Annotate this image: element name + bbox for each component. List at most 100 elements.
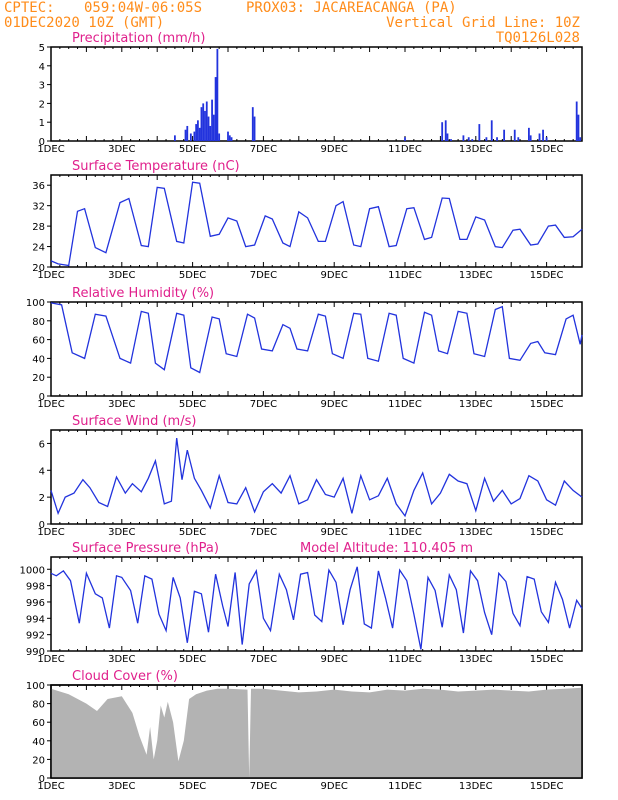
- precip-panel: 0 1 2 3 4 5 1DEC 3DEC 5DEC 7DEC 9DEC 11DEC 13DEC 15DE…: [37, 31, 583, 155]
- header-run-code: TQ0126L028: [495, 30, 580, 46]
- precip-title: Precipitation (mm/h): [72, 31, 205, 46]
- rh-ytick-label: 20: [32, 373, 45, 384]
- header-grid-note: Vertical Grid Line: 10Z: [386, 15, 580, 31]
- rh-frame: [50, 301, 583, 397]
- wind-xtick-label: 13DEC: [459, 527, 493, 538]
- wind-xtick-label: 15DEC: [530, 527, 564, 538]
- wind-ytick-label: 2: [39, 493, 45, 504]
- temp-xtick-label: 15DEC: [530, 270, 564, 281]
- precip-ytick-label: 3: [39, 81, 45, 92]
- precip-bar: [517, 137, 520, 141]
- precip-bar: [253, 116, 256, 141]
- temp-ytick-label: 28: [32, 222, 45, 233]
- precip-bar: [575, 101, 578, 141]
- precip-bar: [189, 133, 192, 141]
- precip-bar: [174, 135, 176, 141]
- precip-xtick-label: 3DEC: [108, 144, 135, 155]
- precip-bar: [211, 99, 213, 141]
- rh-series-line: [50, 302, 583, 374]
- rh-xtick-label: 13DEC: [459, 399, 493, 410]
- rh-xtick-label: 1DEC: [37, 399, 64, 410]
- temp-series-line: [50, 181, 583, 267]
- precip-bar: [404, 137, 406, 141]
- cloud-xtick-label: 13DEC: [459, 781, 493, 792]
- temp-xtick-label: 1DEC: [37, 270, 64, 281]
- pressure-ytick-label: 992: [26, 631, 45, 642]
- precip-ytick-label: 5: [39, 43, 45, 54]
- temp-xtick-label: 5DEC: [179, 270, 206, 281]
- precip-bar: [528, 127, 530, 141]
- pressure-xtick-label: 15DEC: [530, 654, 564, 665]
- pressure-xtick-label: 13DEC: [459, 654, 493, 665]
- precip-xtick-label: 9DEC: [321, 144, 348, 155]
- precip-frame: [50, 46, 583, 142]
- rh-xtick-label: 15DEC: [530, 399, 564, 410]
- pressure-ytick-label: 990: [26, 647, 45, 658]
- precip-bar: [478, 124, 481, 141]
- wind-xtick-label: 3DEC: [108, 527, 135, 538]
- temp-xtick-label: 9DEC: [321, 270, 348, 281]
- precip-bar: [538, 133, 541, 141]
- temp-frame: [50, 174, 583, 268]
- precip-bar: [513, 129, 516, 141]
- wind-title: Surface Wind (m/s): [72, 414, 196, 429]
- rh-xtick-label: 3DEC: [108, 399, 135, 410]
- wind-series-line: [50, 438, 583, 518]
- temp-title: Surface Temperature (nC): [72, 159, 240, 174]
- rh-xtick-label: 5DEC: [179, 399, 206, 410]
- pressure-ytick-label: 994: [26, 614, 45, 625]
- rh-ytick-label: 100: [26, 298, 45, 309]
- cloud-xtick-label: 15DEC: [530, 781, 564, 792]
- precip-xtick-label: 1DEC: [37, 144, 64, 155]
- temp-xtick-label: 7DEC: [250, 270, 277, 281]
- precip-bar: [467, 137, 470, 141]
- pressure-xtick-label: 1DEC: [37, 654, 64, 665]
- precip-bar: [490, 120, 493, 141]
- cloud-xtick-label: 7DEC: [250, 781, 277, 792]
- pressure-series-line: [50, 566, 583, 650]
- precip-bar: [444, 120, 447, 141]
- precip-bar: [202, 103, 205, 141]
- precip-bar: [195, 124, 198, 141]
- precip-bar: [198, 127, 201, 141]
- wind-xtick-label: 1DEC: [37, 527, 64, 538]
- wind-panel: 0 2 4 6 1DEC 3DEC 5DEC 7DEC 9DEC 11DEC 13DEC 15DEC S…: [37, 414, 583, 538]
- cloud-area: [51, 687, 582, 778]
- precip-bar: [230, 137, 233, 141]
- pressure-xtick-label: 5DEC: [179, 654, 206, 665]
- precip-bar: [450, 139, 452, 141]
- cloud-ytick-label: 40: [32, 737, 45, 748]
- precip-bar: [205, 101, 208, 141]
- precip-bar: [579, 137, 582, 141]
- pressure-ytick-label: 996: [26, 598, 45, 609]
- precip-xtick-label: 15DEC: [530, 144, 564, 155]
- pressure-xtick-label: 11DEC: [388, 654, 422, 665]
- precip-bar: [200, 107, 203, 141]
- cloud-ytick-label: 100: [26, 681, 45, 692]
- header-init-time: 01DEC2020 10Z (GMT): [4, 15, 165, 31]
- precip-bar: [197, 120, 199, 141]
- pressure-ytick-label: 998: [26, 582, 45, 593]
- precip-bar: [207, 116, 210, 141]
- rh-ytick-label: 80: [32, 317, 45, 328]
- rh-panel: 0 20 40 60 80 100 1DEC 3DEC 5DEC 7DEC 9DEC 11DEC 13D…: [26, 286, 583, 410]
- precip-xtick-label: 11DEC: [388, 144, 422, 155]
- precip-bar: [545, 137, 548, 141]
- cloud-xtick-label: 5DEC: [179, 781, 206, 792]
- precip-ytick-label: 4: [39, 62, 45, 73]
- precip-ytick-label: 0: [39, 137, 45, 148]
- wind-ytick-label: 4: [39, 466, 45, 477]
- temp-ytick-label: 24: [32, 243, 45, 254]
- wind-ytick-label: 0: [39, 520, 45, 531]
- wind-xtick-label: 11DEC: [388, 527, 422, 538]
- temp-ytick-label: 20: [32, 263, 45, 274]
- cloud-panel: 0 20 40 60 80 100 1DEC 3DEC 5DEC 7DEC 9DEC 11DEC 13D…: [26, 669, 583, 792]
- cloud-ytick-label: 80: [32, 700, 45, 711]
- precip-bar: [186, 125, 189, 141]
- cloud-xtick-label: 1DEC: [37, 781, 64, 792]
- precip-bar: [184, 129, 187, 141]
- precip-bar: [503, 129, 506, 141]
- precip-bar: [441, 122, 444, 141]
- temp-xtick-label: 11DEC: [388, 270, 422, 281]
- precip-ytick-label: 1: [39, 118, 45, 129]
